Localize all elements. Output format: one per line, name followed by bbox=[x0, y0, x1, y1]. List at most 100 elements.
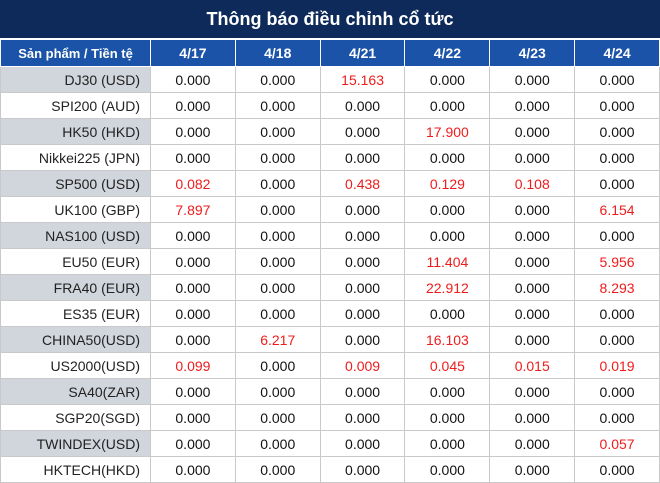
value-cell: 0.000 bbox=[319, 404, 406, 431]
value-cell: 0.129 bbox=[404, 170, 491, 197]
value-cell: 0.000 bbox=[234, 352, 321, 379]
column-header-date: 4/17 bbox=[150, 39, 236, 67]
value-cell: 0.000 bbox=[404, 300, 491, 327]
value-cell: 0.000 bbox=[319, 378, 406, 405]
value-cell: 6.154 bbox=[574, 196, 660, 223]
value-cell: 0.000 bbox=[150, 274, 236, 301]
value-cell: 0.000 bbox=[574, 92, 660, 119]
value-cell: 0.000 bbox=[489, 430, 576, 457]
value-cell: 0.082 bbox=[150, 170, 236, 197]
value-cell: 0.000 bbox=[404, 196, 491, 223]
value-cell: 0.000 bbox=[319, 430, 406, 457]
value-cell: 0.000 bbox=[150, 144, 236, 171]
value-cell: 0.000 bbox=[319, 92, 406, 119]
value-cell: 0.057 bbox=[574, 430, 660, 457]
value-cell: 0.099 bbox=[150, 352, 236, 379]
value-cell: 11.404 bbox=[404, 248, 491, 275]
value-cell: 0.000 bbox=[150, 300, 236, 327]
value-cell: 0.000 bbox=[319, 326, 406, 353]
value-cell: 0.000 bbox=[319, 248, 406, 275]
value-cell: 0.000 bbox=[489, 248, 576, 275]
product-cell: SPI200 (AUD) bbox=[0, 92, 151, 119]
column-header-product: Sản phẩm / Tiền tệ bbox=[0, 39, 151, 67]
value-cell: 0.009 bbox=[319, 352, 406, 379]
value-cell: 0.000 bbox=[234, 404, 321, 431]
table-row: FRA40 (EUR) 0.000 0.000 0.000 22.912 0.000 8.2… bbox=[0, 274, 660, 301]
value-cell: 0.000 bbox=[489, 378, 576, 405]
value-cell: 0.000 bbox=[234, 66, 321, 93]
value-cell: 0.045 bbox=[404, 352, 491, 379]
value-cell: 0.000 bbox=[574, 300, 660, 327]
value-cell: 0.000 bbox=[150, 326, 236, 353]
value-cell: 0.000 bbox=[234, 92, 321, 119]
value-cell: 0.000 bbox=[234, 456, 321, 483]
product-cell: HKTECH(HKD) bbox=[0, 456, 151, 483]
value-cell: 6.217 bbox=[234, 326, 321, 353]
value-cell: 0.000 bbox=[234, 222, 321, 249]
value-cell: 0.000 bbox=[574, 378, 660, 405]
value-cell: 0.000 bbox=[404, 378, 491, 405]
value-cell: 0.438 bbox=[319, 170, 406, 197]
value-cell: 0.000 bbox=[489, 92, 576, 119]
value-cell: 0.000 bbox=[319, 118, 406, 145]
table-row: TWINDEX(USD) 0.000 0.000 0.000 0.000 0.000 0.0… bbox=[0, 430, 660, 457]
table-row: ES35 (EUR) 0.000 0.000 0.000 0.000 0.000 0.000 bbox=[0, 300, 660, 327]
value-cell: 5.956 bbox=[574, 248, 660, 275]
dividend-table: Sản phẩm / Tiền tệ 4/17 4/18 4/21 4/22 4… bbox=[0, 39, 660, 483]
value-cell: 0.000 bbox=[319, 274, 406, 301]
table-body: DJ30 (USD) 0.000 0.000 15.163 0.000 0.000 0.00… bbox=[0, 66, 660, 483]
page-title: Thông báo điều chỉnh cổ tức bbox=[0, 0, 660, 39]
table-row: US2000(USD) 0.099 0.000 0.009 0.045 0.015 0.01… bbox=[0, 352, 660, 379]
value-cell: 0.000 bbox=[489, 404, 576, 431]
column-header-date: 4/22 bbox=[404, 39, 491, 67]
value-cell: 0.000 bbox=[489, 300, 576, 327]
product-cell: ES35 (EUR) bbox=[0, 300, 151, 327]
value-cell: 0.000 bbox=[234, 248, 321, 275]
table-row: SGP20(SGD) 0.000 0.000 0.000 0.000 0.000 0.000 bbox=[0, 404, 660, 431]
value-cell: 0.000 bbox=[150, 378, 236, 405]
table-header-row: Sản phẩm / Tiền tệ 4/17 4/18 4/21 4/22 4… bbox=[0, 39, 660, 67]
table-row: SA40(ZAR) 0.000 0.000 0.000 0.000 0.000 0.000 bbox=[0, 378, 660, 405]
table-row: DJ30 (USD) 0.000 0.000 15.163 0.000 0.000 0.00… bbox=[0, 66, 660, 93]
value-cell: 0.000 bbox=[489, 196, 576, 223]
table-row: UK100 (GBP) 7.897 0.000 0.000 0.000 0.000 6.15… bbox=[0, 196, 660, 223]
value-cell: 0.000 bbox=[574, 118, 660, 145]
column-header-date: 4/24 bbox=[574, 39, 660, 67]
table-row: SPI200 (AUD) 0.000 0.000 0.000 0.000 0.000 0.0… bbox=[0, 92, 660, 119]
value-cell: 0.000 bbox=[574, 456, 660, 483]
product-cell: CHINA50(USD) bbox=[0, 326, 151, 353]
value-cell: 0.000 bbox=[404, 66, 491, 93]
value-cell: 0.000 bbox=[319, 300, 406, 327]
value-cell: 0.015 bbox=[489, 352, 576, 379]
value-cell: 0.000 bbox=[404, 222, 491, 249]
value-cell: 0.000 bbox=[404, 92, 491, 119]
table-row: HKTECH(HKD) 0.000 0.000 0.000 0.000 0.000 0.00… bbox=[0, 456, 660, 483]
value-cell: 0.000 bbox=[234, 118, 321, 145]
value-cell: 0.000 bbox=[404, 456, 491, 483]
value-cell: 0.000 bbox=[404, 144, 491, 171]
value-cell: 15.163 bbox=[319, 66, 406, 93]
table-row: HK50 (HKD) 0.000 0.000 0.000 17.900 0.000 0.00… bbox=[0, 118, 660, 145]
value-cell: 0.000 bbox=[234, 430, 321, 457]
value-cell: 0.108 bbox=[489, 170, 576, 197]
value-cell: 0.000 bbox=[150, 456, 236, 483]
value-cell: 0.000 bbox=[489, 222, 576, 249]
value-cell: 0.000 bbox=[404, 430, 491, 457]
column-header-date: 4/18 bbox=[234, 39, 321, 67]
value-cell: 0.000 bbox=[574, 66, 660, 93]
product-cell: EU50 (EUR) bbox=[0, 248, 151, 275]
table-row: NAS100 (USD) 0.000 0.000 0.000 0.000 0.000 0.0… bbox=[0, 222, 660, 249]
value-cell: 0.000 bbox=[319, 456, 406, 483]
column-header-date: 4/21 bbox=[319, 39, 406, 67]
value-cell: 0.000 bbox=[234, 274, 321, 301]
table-row: CHINA50(USD) 0.000 6.217 0.000 16.103 0.000 0.… bbox=[0, 326, 660, 353]
product-cell: SP500 (USD) bbox=[0, 170, 151, 197]
value-cell: 17.900 bbox=[404, 118, 491, 145]
table-row: EU50 (EUR) 0.000 0.000 0.000 11.404 0.000 5.95… bbox=[0, 248, 660, 275]
value-cell: 0.000 bbox=[150, 66, 236, 93]
value-cell: 0.000 bbox=[489, 274, 576, 301]
value-cell: 0.000 bbox=[150, 404, 236, 431]
value-cell: 0.000 bbox=[319, 196, 406, 223]
value-cell: 0.000 bbox=[489, 118, 576, 145]
value-cell: 0.019 bbox=[574, 352, 660, 379]
